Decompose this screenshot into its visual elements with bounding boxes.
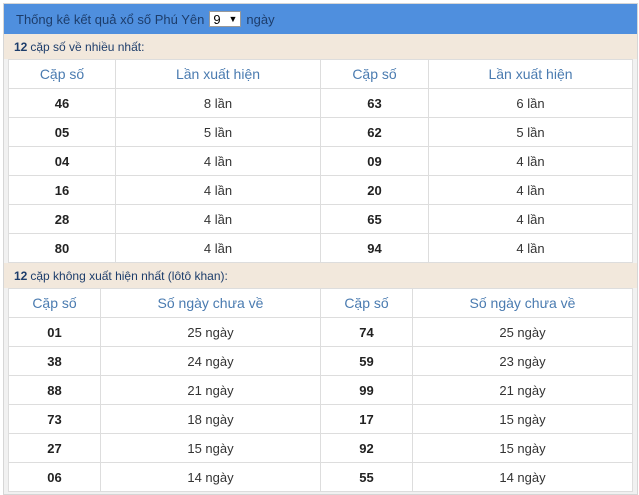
dropdown-arrow-icon: ▼ <box>228 14 238 24</box>
value-cell: 6 lần <box>428 88 633 118</box>
count: 12 <box>14 268 28 283</box>
value-cell: 18 ngày <box>100 404 321 434</box>
table-row: 28 4 lần 65 4 lần <box>8 204 633 234</box>
table-row: 80 4 lần 94 4 lần <box>8 233 633 263</box>
pair-cell: 28 <box>8 204 116 234</box>
value-cell: 14 ngày <box>412 462 633 492</box>
pair-cell: 01 <box>8 317 101 347</box>
value-cell: 4 lần <box>115 204 321 234</box>
days-select[interactable]: 9 ▼ <box>209 11 242 27</box>
value-cell: 23 ngày <box>412 346 633 376</box>
count: 12 <box>14 39 28 54</box>
value-cell: 21 ngày <box>100 375 321 405</box>
pair-cell: 27 <box>8 433 101 463</box>
pair-cell: 80 <box>8 233 116 263</box>
pair-cell: 88 <box>8 375 101 405</box>
value-cell: 8 lần <box>115 88 321 118</box>
table-row: 27 15 ngày 92 15 ngày <box>8 433 633 463</box>
stats-panel: Thống kê kết quả xổ số Phú Yên 9 ▼ ngày 1… <box>3 3 638 495</box>
value-cell: 24 ngày <box>100 346 321 376</box>
pair-cell: 38 <box>8 346 101 376</box>
col-header: Cặp số <box>8 59 116 89</box>
col-header: Lần xuất hiện <box>428 59 633 89</box>
label-text: cặp số về nhiều nhất: <box>30 39 145 54</box>
value-cell: 15 ngày <box>412 404 633 434</box>
pair-cell: 59 <box>320 346 413 376</box>
value-cell: 15 ngày <box>412 433 633 463</box>
table-row: 01 25 ngày 74 25 ngày <box>8 317 633 347</box>
value-cell: 4 lần <box>115 233 321 263</box>
title-bar: Thống kê kết quả xổ số Phú Yên 9 ▼ ngày <box>4 4 637 34</box>
pair-cell: 55 <box>320 462 413 492</box>
pair-cell: 63 <box>320 88 429 118</box>
absent-label: 12 cặp không xuất hiện nhất (lôtô khan): <box>4 263 637 288</box>
value-cell: 25 ngày <box>100 317 321 347</box>
value-cell: 14 ngày <box>100 462 321 492</box>
value-cell: 4 lần <box>428 146 633 176</box>
header-row: Cặp số Lần xuất hiện Cặp số Lần xuất hiện <box>8 59 633 89</box>
pair-cell: 73 <box>8 404 101 434</box>
table-row: 05 5 lần 62 5 lần <box>8 117 633 147</box>
value-cell: 21 ngày <box>412 375 633 405</box>
value-cell: 15 ngày <box>100 433 321 463</box>
label-text: cặp không xuất hiện nhất (lôtô khan): <box>30 268 228 283</box>
pair-cell: 92 <box>320 433 413 463</box>
col-header: Cặp số <box>8 288 101 318</box>
value-cell: 5 lần <box>428 117 633 147</box>
value-cell: 4 lần <box>428 233 633 263</box>
pair-cell: 46 <box>8 88 116 118</box>
pair-cell: 04 <box>8 146 116 176</box>
table-row: 73 18 ngày 17 15 ngày <box>8 404 633 434</box>
pair-cell: 99 <box>320 375 413 405</box>
value-cell: 5 lần <box>115 117 321 147</box>
col-header: Cặp số <box>320 288 413 318</box>
pair-cell: 94 <box>320 233 429 263</box>
table-row: 04 4 lần 09 4 lần <box>8 146 633 176</box>
pair-cell: 17 <box>320 404 413 434</box>
most-table: Cặp số Lần xuất hiện Cặp số Lần xuất hiện 4… <box>8 59 633 263</box>
pair-cell: 65 <box>320 204 429 234</box>
table-row: 16 4 lần 20 4 lần <box>8 175 633 205</box>
pair-cell: 62 <box>320 117 429 147</box>
col-header: Cặp số <box>320 59 429 89</box>
table-row: 06 14 ngày 55 14 ngày <box>8 462 633 492</box>
pair-cell: 74 <box>320 317 413 347</box>
header-row: Cặp số Số ngày chưa về Cặp số Số ngày chưa … <box>8 288 633 318</box>
title: Thống kê kết quả xổ số Phú Yên <box>16 11 205 27</box>
value-cell: 4 lần <box>115 146 321 176</box>
col-header: Số ngày chưa về <box>100 288 321 318</box>
value-cell: 25 ngày <box>412 317 633 347</box>
days-suffix: ngày <box>246 11 275 27</box>
most-label: 12 cặp số về nhiều nhất: <box>4 34 637 59</box>
pair-cell: 20 <box>320 175 429 205</box>
pair-cell: 09 <box>320 146 429 176</box>
pair-cell: 06 <box>8 462 101 492</box>
pair-cell: 16 <box>8 175 116 205</box>
col-header: Số ngày chưa về <box>412 288 633 318</box>
days-value: 9 <box>213 11 221 27</box>
pair-cell: 05 <box>8 117 116 147</box>
table-row: 46 8 lần 63 6 lần <box>8 88 633 118</box>
table-row: 38 24 ngày 59 23 ngày <box>8 346 633 376</box>
table-row: 88 21 ngày 99 21 ngày <box>8 375 633 405</box>
value-cell: 4 lần <box>428 175 633 205</box>
absent-table: Cặp số Số ngày chưa về Cặp số Số ngày chưa … <box>8 288 633 492</box>
value-cell: 4 lần <box>428 204 633 234</box>
col-header: Lần xuất hiện <box>115 59 321 89</box>
value-cell: 4 lần <box>115 175 321 205</box>
